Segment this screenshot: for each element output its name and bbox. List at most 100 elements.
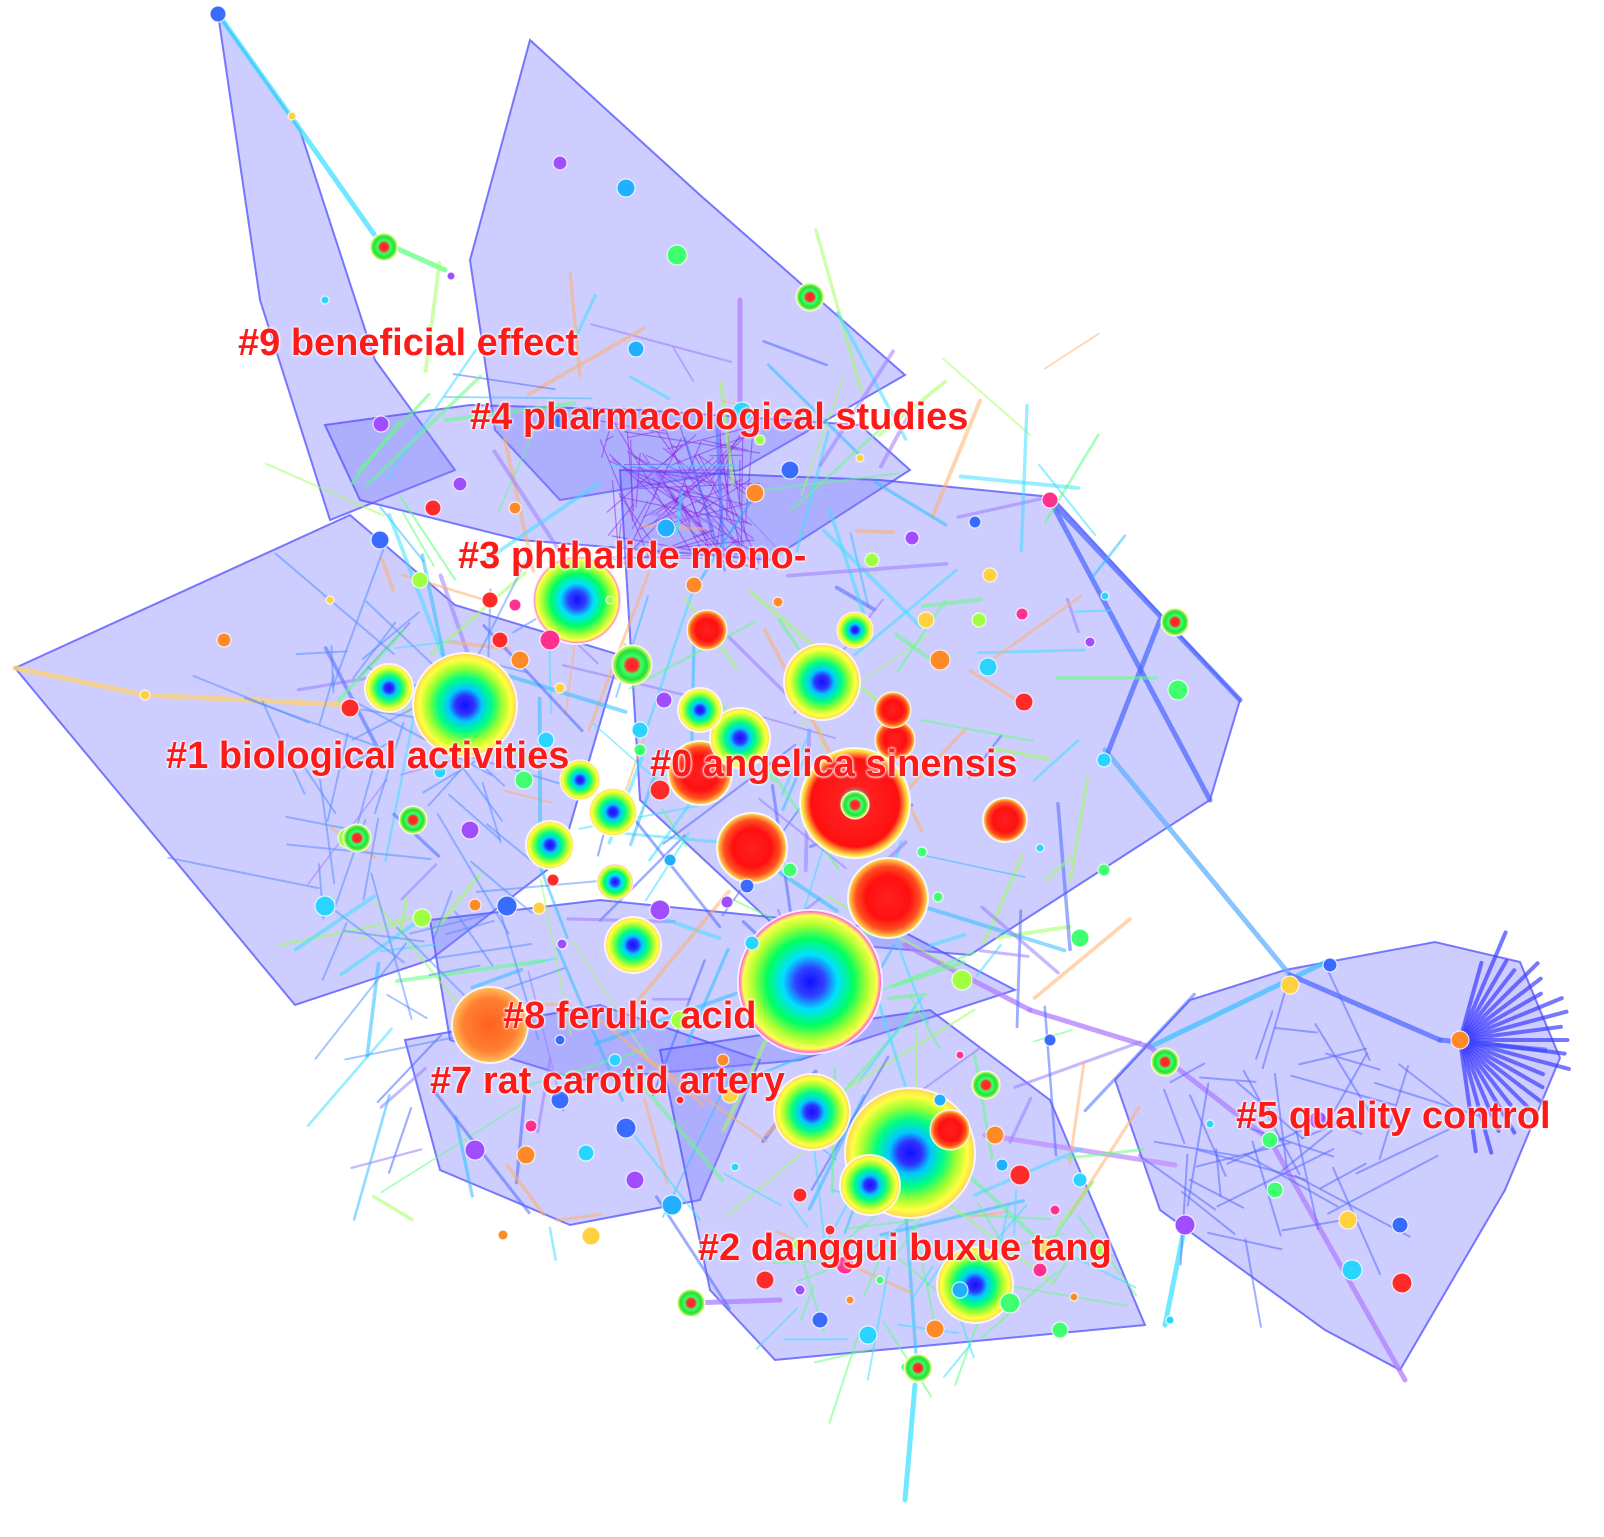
network-node xyxy=(1014,692,1034,712)
network-edge xyxy=(683,437,726,572)
network-edge xyxy=(1188,1178,1245,1209)
network-edge xyxy=(278,914,422,947)
network-node xyxy=(1205,1119,1215,1129)
network-edge xyxy=(340,741,392,770)
network-edge xyxy=(445,919,495,936)
network-edge xyxy=(762,340,828,367)
network-edge xyxy=(598,834,687,922)
network-edge xyxy=(813,1347,876,1364)
network-node xyxy=(773,1073,851,1151)
network-edge xyxy=(1199,1076,1257,1083)
network-edge xyxy=(452,373,556,391)
network-edge xyxy=(968,669,1025,706)
network-node xyxy=(369,232,399,262)
network-edge xyxy=(686,947,730,1045)
network-node xyxy=(1160,607,1190,637)
network-edge xyxy=(1458,961,1540,1042)
network-edge xyxy=(642,1097,669,1185)
network-node xyxy=(532,555,622,645)
network-edge xyxy=(1398,1063,1464,1115)
network-edge xyxy=(318,674,335,726)
network-node xyxy=(451,986,529,1064)
network-edge xyxy=(843,1219,914,1230)
network-node xyxy=(936,1246,1014,1324)
network-node xyxy=(1391,1216,1409,1234)
network-node xyxy=(1165,1315,1175,1325)
network-edge xyxy=(623,437,682,560)
network-edge xyxy=(1458,1038,1478,1154)
network-edge xyxy=(1319,1162,1367,1190)
network-node xyxy=(661,1194,683,1216)
network-edge xyxy=(433,871,483,932)
network-edge xyxy=(1137,1154,1217,1211)
network-edge xyxy=(968,735,1002,779)
network-node xyxy=(496,895,518,917)
network-edge xyxy=(429,570,528,656)
network-edge xyxy=(1197,1149,1307,1181)
network-edge xyxy=(1186,1082,1210,1207)
network-edge xyxy=(1314,1023,1371,1114)
network-edge xyxy=(862,1260,881,1298)
network-edge xyxy=(1000,1204,1010,1244)
network-node xyxy=(730,1162,740,1172)
network-edge xyxy=(453,1115,474,1198)
network-node xyxy=(287,111,297,121)
network-node xyxy=(491,631,509,649)
network-edge xyxy=(1280,1129,1333,1172)
network-edge xyxy=(443,396,592,400)
network-edge xyxy=(1008,1096,1033,1144)
network-node xyxy=(1070,928,1090,948)
network-node xyxy=(364,663,414,713)
network-node xyxy=(596,863,634,901)
network-edge xyxy=(1374,1082,1488,1120)
network-node xyxy=(342,823,372,853)
network-node xyxy=(1084,636,1096,648)
network-edge xyxy=(954,1323,979,1386)
network-node xyxy=(581,1226,601,1246)
cluster-label-7: #7 rat carotid artery xyxy=(430,1060,785,1102)
network-edge xyxy=(943,1343,972,1378)
network-edge xyxy=(731,483,748,496)
network-node xyxy=(340,698,360,718)
network-node xyxy=(411,571,429,589)
network-edge xyxy=(1179,1153,1189,1266)
network-node xyxy=(1093,1243,1107,1257)
network-edge xyxy=(693,529,713,538)
network-node xyxy=(1097,863,1111,877)
network-edge xyxy=(928,932,967,948)
network-node xyxy=(845,1295,855,1305)
network-edge xyxy=(892,960,966,989)
network-edge xyxy=(486,823,534,863)
network-edge xyxy=(1458,996,1564,1042)
network-node xyxy=(745,483,765,503)
network-node xyxy=(424,499,442,517)
network-node xyxy=(615,1117,637,1139)
network-edge xyxy=(983,1204,1027,1255)
network-edge xyxy=(698,454,720,495)
network-node xyxy=(782,862,798,878)
network-edge xyxy=(631,1131,701,1221)
network-edge xyxy=(274,552,395,656)
network-edge xyxy=(786,561,949,578)
cluster-label-2: #2 danggui buxue tang xyxy=(698,1227,1112,1269)
network-edge xyxy=(590,323,732,363)
network-node xyxy=(999,1292,1021,1314)
network-edge xyxy=(942,357,1032,437)
network-node xyxy=(539,629,561,651)
cluster-label-8: #8 ferulic acid xyxy=(503,995,757,1037)
network-node xyxy=(916,846,928,858)
network-edge xyxy=(384,714,416,863)
network-node xyxy=(320,295,330,305)
network-node xyxy=(1041,491,1059,509)
network-node xyxy=(481,591,499,609)
network-node xyxy=(985,1125,1005,1145)
network-node xyxy=(971,612,987,628)
network-node xyxy=(588,787,638,837)
network-node xyxy=(516,1145,536,1165)
network-node xyxy=(840,790,870,820)
network-edge xyxy=(371,1194,414,1222)
network-edge xyxy=(607,464,739,467)
network-node xyxy=(1100,591,1110,601)
network-edge xyxy=(400,756,464,776)
network-edges xyxy=(12,11,1571,1503)
